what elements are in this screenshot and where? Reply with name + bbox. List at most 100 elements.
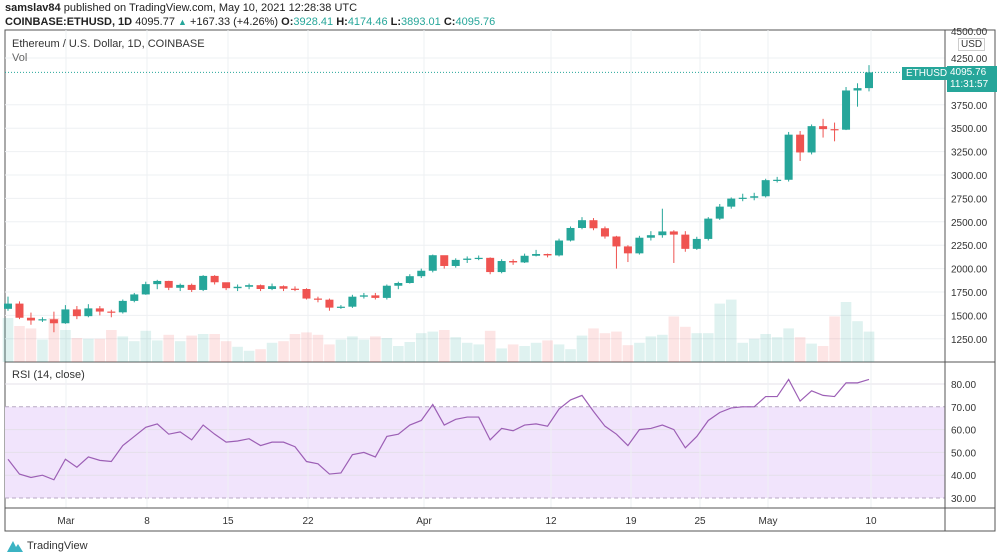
candle-body	[15, 303, 24, 318]
candle-body	[405, 276, 414, 284]
candle-body	[417, 270, 426, 277]
candle-body	[382, 285, 391, 298]
candle	[233, 284, 242, 292]
candle	[153, 279, 162, 290]
tradingview-logo[interactable]: TradingView	[6, 539, 88, 553]
volume-bar	[714, 303, 726, 362]
volume-bar	[829, 316, 840, 362]
candle	[279, 285, 288, 292]
candle	[807, 124, 816, 155]
candle-body	[371, 295, 380, 298]
rsi-tick-label: 50.00	[951, 448, 976, 459]
candle-body	[428, 255, 437, 271]
candle	[313, 296, 322, 303]
candle-body	[600, 228, 609, 237]
candle	[543, 253, 552, 258]
volume-bar	[381, 338, 393, 362]
volume-bar	[335, 339, 347, 362]
candle-body	[279, 286, 288, 289]
volume-bar	[404, 342, 416, 362]
volume-bar	[106, 330, 117, 362]
brand-name: TradingView	[27, 540, 88, 552]
volume-bar	[289, 334, 301, 362]
candle-body	[95, 308, 104, 312]
price-tick-label: 3500.00	[951, 124, 988, 135]
candle	[796, 131, 805, 161]
rsi-tick-label: 60.00	[951, 426, 976, 437]
candle-body	[623, 246, 632, 254]
price-tick-label: 3000.00	[951, 171, 988, 182]
candle	[474, 255, 483, 261]
volume-bar	[622, 345, 634, 362]
volume-bar	[2, 318, 14, 362]
candle	[61, 305, 70, 324]
candle	[865, 65, 873, 92]
time-tick-label: 12	[545, 516, 557, 527]
candle-body	[233, 286, 242, 289]
candle	[336, 305, 345, 309]
candle-body	[61, 309, 70, 324]
volume-bar	[151, 340, 163, 362]
volume-bar	[71, 338, 83, 362]
volume-bar	[278, 341, 289, 362]
candle-body	[26, 317, 35, 321]
candle-body	[669, 231, 678, 235]
candle	[830, 122, 839, 142]
candle	[394, 281, 403, 290]
volume-bar	[760, 334, 771, 362]
candle	[245, 283, 254, 290]
volume-bar	[220, 341, 232, 362]
candle	[84, 304, 93, 318]
rsi-tick-label: 30.00	[951, 494, 976, 505]
candle-body	[796, 134, 805, 153]
candle	[72, 306, 81, 320]
candle	[4, 296, 12, 311]
candle-body	[107, 311, 116, 313]
volume-bar	[748, 338, 760, 362]
volume-bar	[347, 336, 358, 362]
volume-bar	[542, 340, 553, 362]
volume-bar	[427, 331, 439, 362]
close-label: C:	[443, 16, 456, 28]
candle	[222, 282, 231, 291]
candle	[302, 288, 311, 300]
volume-bar	[94, 338, 106, 362]
volume-bar	[48, 318, 60, 362]
volume-bar	[174, 341, 186, 362]
volume-bar	[393, 346, 404, 362]
candle	[107, 309, 116, 318]
volume-bar	[817, 346, 829, 362]
volume-bar	[737, 342, 749, 362]
volume-bar	[324, 344, 335, 362]
time-tick-label: 15	[222, 516, 234, 527]
candle	[658, 208, 667, 238]
candle	[727, 197, 736, 209]
currency-label[interactable]: USD	[958, 38, 986, 51]
candle	[646, 231, 655, 241]
candle	[750, 192, 759, 201]
candle	[623, 245, 632, 263]
candle	[738, 193, 747, 202]
candle	[256, 284, 265, 292]
candle-body	[520, 255, 529, 263]
volume-bar	[680, 326, 691, 362]
candle-body	[394, 283, 403, 286]
volume-bar	[530, 342, 542, 362]
last-price: 4095.77	[135, 16, 175, 28]
rsi-line	[7, 378, 870, 481]
price-tick-label: 2750.00	[951, 194, 988, 205]
price-tick-label: 1750.00	[951, 288, 988, 299]
candle-body	[509, 261, 518, 263]
candle-body	[176, 284, 185, 288]
candle	[371, 292, 380, 300]
candle	[141, 281, 150, 295]
time-tick-label: 22	[302, 516, 314, 527]
candle	[118, 299, 127, 314]
high-label: H:	[336, 16, 348, 28]
volume-bar	[863, 331, 875, 362]
candle-body	[865, 72, 873, 89]
candle-body	[440, 255, 449, 266]
author-name[interactable]: samslav84	[5, 2, 61, 14]
candle	[681, 231, 690, 252]
